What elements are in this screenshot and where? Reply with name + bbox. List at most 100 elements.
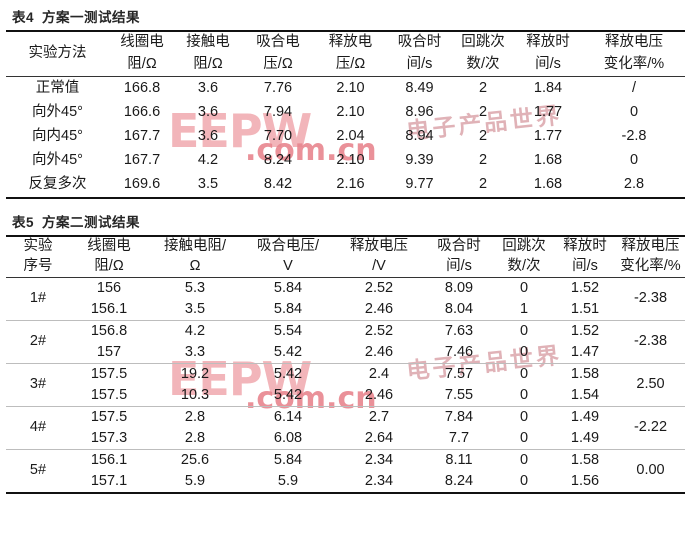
table4-caption-title: 方案一测试结果 bbox=[42, 10, 141, 25]
table5-group-3-label: 4# bbox=[29, 419, 47, 436]
table4-cell-2-3: 2.04 bbox=[336, 128, 365, 145]
table4-col-header-2-line1: 接触电 bbox=[186, 34, 230, 51]
table5-cell-4-1-2: 5.9 bbox=[277, 472, 299, 489]
table5-cell-0-1-3: 2.46 bbox=[364, 300, 394, 317]
table4-cell-1-5: 2 bbox=[478, 104, 488, 121]
table5-group-3-rate: -2.22 bbox=[633, 419, 668, 436]
table5-col-header-2-line2: Ω bbox=[189, 258, 201, 275]
table5-cell-2-1-4: 7.55 bbox=[444, 386, 474, 403]
table5-header-row-1: 实验 线圈电 接触电阻/ 吸合电压/ 释放电压 吸合时 回跳次 释放时 释放电压 bbox=[6, 236, 685, 257]
table5-cell-0-0-0: 156 bbox=[96, 279, 122, 296]
table5: 实验 线圈电 接触电阻/ 吸合电压/ 释放电压 吸合时 回跳次 释放时 释放电压… bbox=[6, 235, 685, 494]
table4-row-2-label: 向内45° bbox=[32, 128, 83, 145]
table5-cell-3-1-4: 7.7 bbox=[448, 429, 470, 446]
table5-cell-1-1-4: 7.46 bbox=[444, 343, 474, 360]
table5-block: 表5 方案二测试结果 实验 线圈电 接触电阻/ 吸合电压/ 释放电压 吸合时 回跳… bbox=[6, 205, 685, 494]
table4-col-header-3-line1: 吸合电 bbox=[256, 34, 300, 51]
table4-body: 正常值 166.8 3.6 7.76 2.10 8.49 2 1.84 / 向外… bbox=[6, 76, 685, 198]
table5-cell-4-0-5: 0 bbox=[519, 451, 529, 468]
table4-cell-0-3: 2.10 bbox=[336, 80, 365, 97]
table4: 实验方法 线圈电 接触电 吸合电 释放电 吸合时 回跳次 释放时 释放电压 阻/… bbox=[6, 30, 685, 199]
table4-col-header-6-line1: 回跳次 bbox=[461, 34, 505, 51]
table5-cell-0-1-4: 8.04 bbox=[444, 300, 474, 317]
table4-cell-3-3: 2.10 bbox=[336, 152, 365, 169]
table5-cell-2-0-6: 1.58 bbox=[570, 365, 600, 382]
table4-row-4-label: 反复多次 bbox=[28, 176, 87, 193]
table5-col-header-3-line1: 吸合电压/ bbox=[256, 238, 320, 255]
table5-group-4-label: 5# bbox=[29, 462, 47, 479]
table5-col-header-6-line2: 数/次 bbox=[507, 258, 541, 275]
table5-cell-4-0-4: 8.11 bbox=[445, 451, 473, 468]
table5-cell-0-1-1: 3.5 bbox=[184, 300, 206, 317]
table5-cell-1-0-1: 4.2 bbox=[184, 322, 206, 339]
table5-cell-3-1-1: 2.8 bbox=[184, 429, 206, 446]
table5-caption-number: 表5 bbox=[12, 215, 35, 230]
table4-col-header-1-line1: 线圈电 bbox=[120, 34, 164, 51]
table5-col-header-4-line1: 释放电压 bbox=[350, 238, 408, 255]
table5-cell-3-0-5: 0 bbox=[519, 408, 529, 425]
table5-col-header-4-line2: /V bbox=[372, 258, 386, 275]
table5-cell-1-1-3: 2.46 bbox=[364, 343, 394, 360]
table4-col-header-8-line1: 释放电压 bbox=[605, 34, 663, 51]
table4-col-header-0: 实验方法 bbox=[28, 45, 87, 62]
table5-cell-1-0-3: 2.52 bbox=[364, 322, 394, 339]
table5-cell-2-0-3: 2.4 bbox=[368, 365, 390, 382]
table4-row-0-label: 正常值 bbox=[35, 80, 80, 97]
table4-cell-1-6: 1.77 bbox=[533, 104, 563, 121]
table5-cell-4-0-6: 1.58 bbox=[570, 451, 600, 468]
table5-cell-1-1-0: 157 bbox=[96, 343, 122, 360]
table5-group-1-label: 2# bbox=[29, 333, 47, 350]
table5-cell-2-1-5: 0 bbox=[519, 386, 529, 403]
table4-cell-1-7: 0 bbox=[629, 104, 639, 121]
table4-cell-3-4: 9.39 bbox=[405, 152, 434, 169]
table5-cell-4-0-0: 156.1 bbox=[90, 451, 128, 468]
table5-cell-0-0-4: 8.09 bbox=[444, 279, 474, 296]
table5-cell-1-0-4: 7.63 bbox=[444, 322, 474, 339]
table5-cell-2-1-1: 10.3 bbox=[180, 386, 210, 403]
table4-cell-0-2: 7.76 bbox=[263, 80, 293, 97]
table5-cell-0-1-2: 5.84 bbox=[273, 300, 303, 317]
table4-cell-3-2: 8.24 bbox=[263, 152, 293, 169]
table4-cell-4-2: 8.42 bbox=[263, 176, 293, 193]
table5-cell-2-0-4: 7.57 bbox=[444, 365, 474, 382]
table-row: 157 3.3 5.42 2.46 7.46 0 1.47 bbox=[6, 342, 685, 364]
table4-caption: 表4 方案一测试结果 bbox=[6, 0, 685, 30]
table-row: 157.5 10.3 5.42 2.46 7.55 0 1.54 bbox=[6, 385, 685, 407]
table4-cell-4-4: 9.77 bbox=[405, 176, 434, 193]
table5-col-header-0-line1: 实验 bbox=[23, 238, 53, 255]
table5-cell-0-1-6: 1.51 bbox=[570, 300, 600, 317]
table5-cell-0-1-5: 1 bbox=[519, 300, 529, 317]
table4-col-header-8-line2: 变化率/% bbox=[603, 56, 665, 73]
table5-cell-0-0-2: 5.84 bbox=[273, 279, 303, 296]
table5-cell-3-0-1: 2.8 bbox=[184, 408, 206, 425]
table4-cell-4-0: 169.6 bbox=[123, 176, 161, 193]
table4-cell-2-5: 2 bbox=[478, 128, 488, 145]
table5-group-2-rate: 2.50 bbox=[636, 376, 665, 393]
table5-cell-2-0-1: 19.2 bbox=[180, 365, 210, 382]
table5-cell-4-1-3: 2.34 bbox=[364, 472, 394, 489]
table5-header: 实验 线圈电 接触电阻/ 吸合电压/ 释放电压 吸合时 回跳次 释放时 释放电压… bbox=[6, 236, 685, 278]
table5-cell-4-1-4: 8.24 bbox=[444, 472, 474, 489]
table5-cell-3-1-2: 6.08 bbox=[273, 429, 303, 446]
table5-cell-3-1-3: 2.64 bbox=[364, 429, 394, 446]
table4-col-header-4-line2: 压/Ω bbox=[335, 56, 366, 73]
table4-cell-3-1: 4.2 bbox=[197, 152, 219, 169]
table5-cell-4-0-1: 25.6 bbox=[180, 451, 210, 468]
table-row: 157.1 5.9 5.9 2.34 8.24 0 1.56 bbox=[6, 471, 685, 493]
table4-col-header-4-line1: 释放电 bbox=[328, 34, 373, 51]
table4-header-row-1: 实验方法 线圈电 接触电 吸合电 释放电 吸合时 回跳次 释放时 释放电压 bbox=[6, 31, 685, 61]
table5-col-header-0-line2: 序号 bbox=[23, 258, 53, 275]
table5-col-header-8-line2: 变化率/% bbox=[620, 258, 681, 275]
table5-col-header-7-line1: 释放时 bbox=[563, 238, 607, 255]
table5-col-header-7-line2: 间/s bbox=[572, 258, 598, 275]
table5-cell-0-0-5: 0 bbox=[519, 279, 529, 296]
table4-col-header-1-line2: 阻/Ω bbox=[127, 56, 157, 73]
table5-cell-3-0-2: 6.14 bbox=[273, 408, 303, 425]
table4-cell-1-4: 8.96 bbox=[405, 104, 434, 121]
table5-cell-2-0-2: 5.42 bbox=[273, 365, 303, 382]
table5-cell-3-0-0: 157.5 bbox=[90, 408, 128, 425]
table5-cell-1-0-0: 156.8 bbox=[90, 322, 128, 339]
table5-group-1-rate: -2.38 bbox=[633, 333, 668, 350]
table5-cell-3-1-5: 0 bbox=[519, 429, 529, 446]
